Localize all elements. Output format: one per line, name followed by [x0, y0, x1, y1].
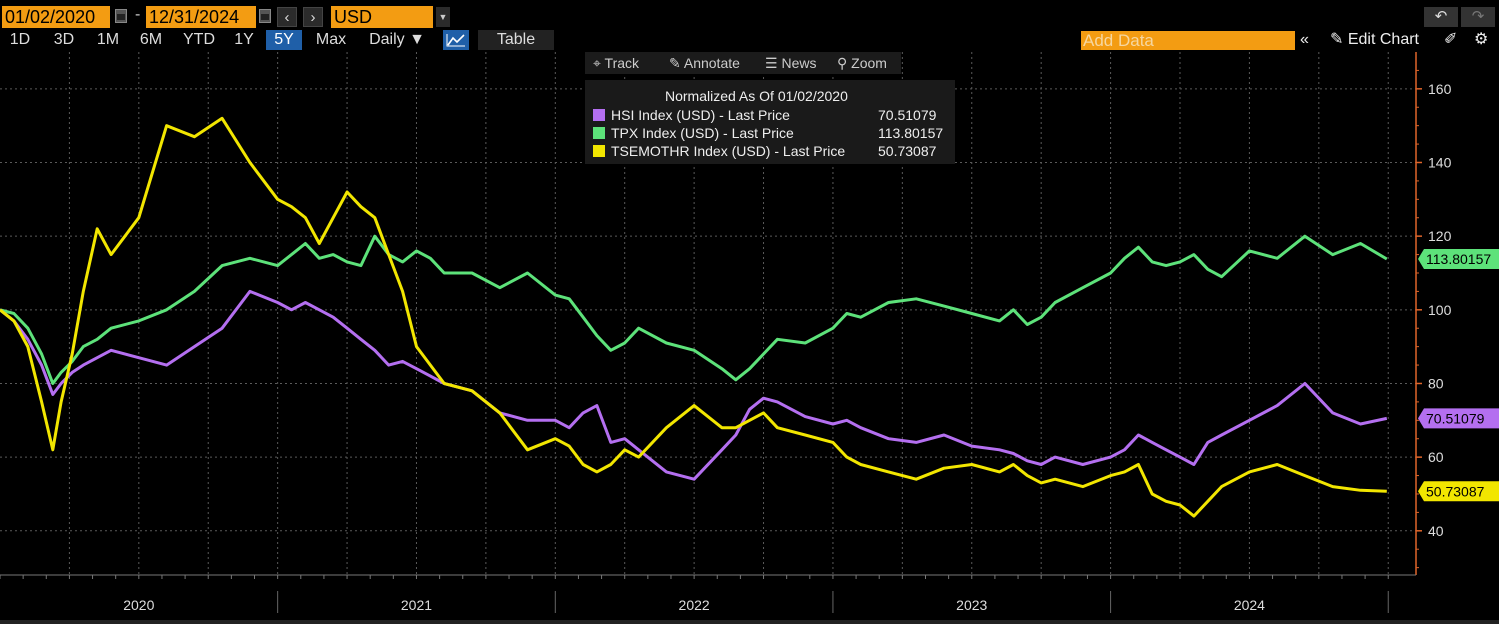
currency-select[interactable]: USD: [331, 6, 433, 28]
collapse-icon[interactable]: «: [1300, 31, 1309, 48]
news-label: News: [781, 55, 817, 71]
start-date-input[interactable]: 01/02/2020: [2, 6, 110, 28]
timeframe-max-button[interactable]: Max: [315, 31, 347, 48]
last-value-tag: [1418, 481, 1499, 502]
chevron-down-icon[interactable]: ▼: [436, 7, 450, 27]
legend-row-tpx[interactable]: TPX Index (USD) - Last Price 113.80157: [593, 125, 943, 205]
legend-swatch: [593, 145, 605, 157]
frequency-select[interactable]: Daily ▼: [369, 31, 425, 48]
y-tick-label: 60: [1428, 449, 1444, 465]
track-tool[interactable]: ⌖ Track: [593, 54, 639, 72]
x-tick-label: 2023: [956, 597, 987, 613]
zoom-label: Zoom: [851, 55, 887, 71]
timeframe-5y-button[interactable]: 5Y: [266, 30, 302, 50]
series-line: [0, 289, 1388, 481]
last-value-tag: [1418, 408, 1499, 429]
y-tick-label: 80: [1428, 375, 1444, 391]
pencil-icon: ✎: [669, 55, 681, 71]
legend-series-value: 70.51079: [878, 107, 937, 123]
edit-chart-button[interactable]: ✎ Edit Chart: [1330, 30, 1419, 50]
pencil-icon: ✎: [1330, 31, 1344, 48]
crosshair-icon: ⌖: [593, 55, 601, 71]
legend-series-name: HSI Index (USD) - Last Price: [611, 107, 790, 123]
y-tick-label: 120: [1428, 228, 1452, 244]
date-separator: -: [135, 6, 141, 23]
last-value-tag: [1418, 248, 1499, 269]
track-label: Track: [604, 55, 640, 71]
y-tick-label: 160: [1428, 81, 1452, 97]
legend-title: Normalized As Of 01/02/2020: [665, 88, 848, 104]
news-icon: ☰: [765, 55, 778, 71]
last-value-label: 50.73087: [1426, 483, 1485, 499]
calendar-icon[interactable]: [115, 9, 127, 23]
last-value-label: 113.80157: [1426, 251, 1491, 267]
x-tick-label: 2022: [679, 597, 710, 613]
annotate-edit-icon[interactable]: ✐: [1444, 31, 1458, 48]
magnifier-icon: ⚲: [837, 55, 848, 71]
x-tick-label: 2021: [401, 597, 432, 613]
x-tick-label: 2020: [123, 597, 154, 613]
line-chart-icon-glyph: [446, 34, 465, 47]
news-tool[interactable]: ☰ News: [765, 54, 816, 72]
x-tick-label: 2024: [1234, 597, 1265, 613]
legend-series-value: 50.73087: [878, 143, 937, 159]
edit-chart-label: Edit Chart: [1347, 31, 1419, 48]
table-button[interactable]: Table: [478, 30, 554, 50]
timeframe-1y-button[interactable]: 1Y: [234, 31, 254, 48]
timeframe-ytd-button[interactable]: YTD: [183, 31, 215, 48]
timeframe-1d-button[interactable]: 1D: [9, 31, 31, 48]
chart-tools-bar: ⌖ Track ✎ Annotate ☰ News ⚲ Zoom: [585, 52, 901, 74]
series-line: [0, 116, 1387, 518]
legend-row-tsemothr[interactable]: TSEMOTHR Index (USD) - Last Price 50.730…: [593, 143, 936, 223]
previous-period-button[interactable]: ‹: [277, 7, 297, 27]
y-tick-label: 140: [1428, 154, 1452, 170]
legend-series-name: TSEMOTHR Index (USD) - Last Price: [611, 143, 846, 159]
add-data-input[interactable]: Add Data: [1081, 31, 1295, 50]
gear-icon[interactable]: ⚙: [1474, 31, 1489, 48]
y-tick-label: 40: [1428, 523, 1444, 539]
chart-legend: Normalized As Of 01/02/2020 HSI Index (U…: [585, 80, 955, 164]
legend-swatch: [593, 127, 605, 139]
timeframe-6m-button[interactable]: 6M: [139, 31, 163, 48]
zoom-tool[interactable]: ⚲ Zoom: [837, 54, 887, 72]
series-line: [0, 234, 1388, 385]
legend-swatch: [593, 109, 605, 121]
annotate-tool[interactable]: ✎ Annotate: [669, 54, 740, 72]
end-date-input[interactable]: 12/31/2024: [146, 6, 256, 28]
undo-button[interactable]: ↶: [1424, 7, 1458, 27]
legend-series-value: 113.80157: [878, 125, 944, 141]
annotate-label: Annotate: [683, 55, 740, 71]
last-value-label: 70.51079: [1426, 410, 1485, 426]
timeframe-1m-button[interactable]: 1M: [96, 31, 120, 48]
y-tick-label: 100: [1428, 302, 1452, 318]
calendar-icon[interactable]: [259, 9, 271, 23]
next-period-button[interactable]: ›: [303, 7, 323, 27]
redo-button[interactable]: ↷: [1461, 7, 1495, 27]
legend-series-name: TPX Index (USD) - Last Price: [611, 125, 794, 141]
line-chart-icon[interactable]: [443, 30, 469, 50]
legend-row-hsi[interactable]: HSI Index (USD) - Last Price 70.51079: [593, 107, 936, 187]
bottom-border: [0, 620, 1499, 624]
timeframe-3d-button[interactable]: 3D: [53, 31, 75, 48]
